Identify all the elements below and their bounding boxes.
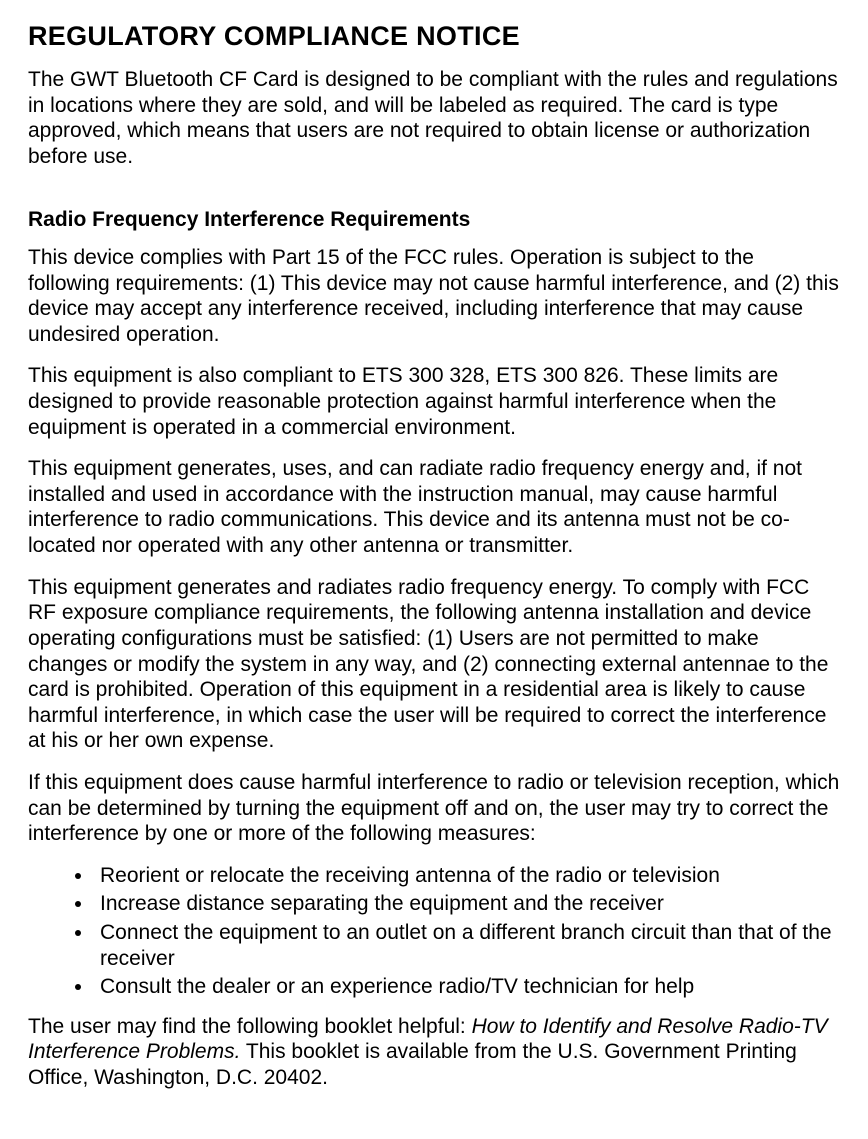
intro-paragraph: The GWT Bluetooth CF Card is designed to… bbox=[28, 67, 840, 169]
page-title: REGULATORY COMPLIANCE NOTICE bbox=[28, 20, 840, 53]
paragraph-fcc: This device complies with Part 15 of the… bbox=[28, 245, 840, 347]
closing-paragraph: The user may find the following booklet … bbox=[28, 1014, 840, 1091]
closing-pre: The user may find the following booklet … bbox=[28, 1015, 472, 1038]
list-item: Connect the equipment to an outlet on a … bbox=[94, 920, 840, 971]
measures-list: Reorient or relocate the receiving anten… bbox=[28, 863, 840, 1000]
section-heading-rf: Radio Frequency Interference Requirement… bbox=[28, 207, 840, 233]
paragraph-ets: This equipment is also compliant to ETS … bbox=[28, 363, 840, 440]
list-item: Reorient or relocate the receiving anten… bbox=[94, 863, 840, 889]
list-item: Increase distance separating the equipme… bbox=[94, 891, 840, 917]
paragraph-exposure: This equipment generates and radiates ra… bbox=[28, 575, 840, 754]
paragraph-interference: If this equipment does cause harmful int… bbox=[28, 770, 840, 847]
list-item: Consult the dealer or an experience radi… bbox=[94, 974, 840, 1000]
paragraph-rf-energy: This equipment generates, uses, and can … bbox=[28, 456, 840, 558]
